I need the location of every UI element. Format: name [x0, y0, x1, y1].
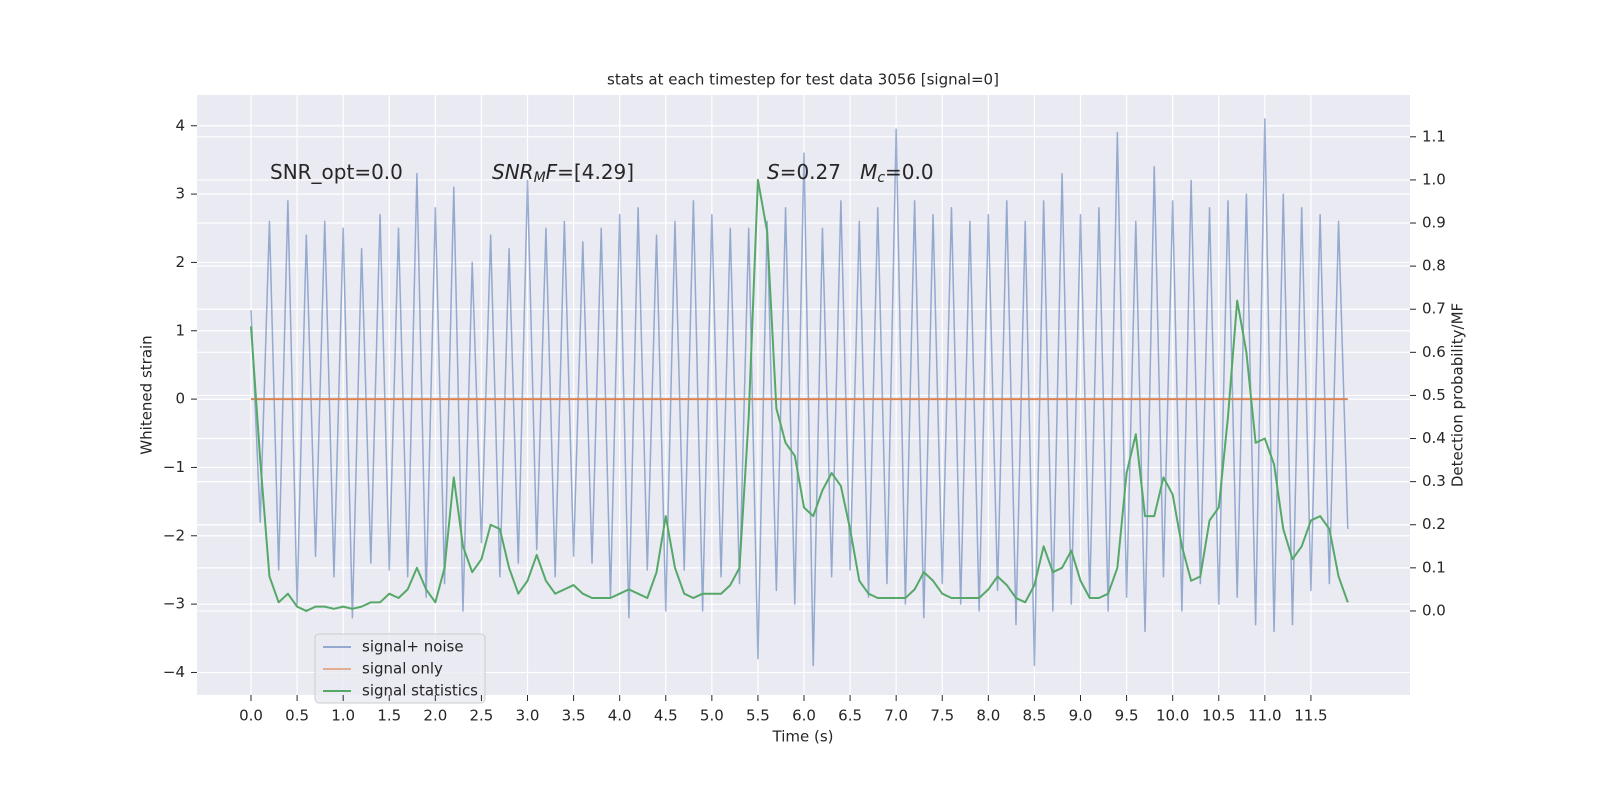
y2-tick-label: 0.6 [1422, 343, 1446, 361]
x-tick-label: 3.5 [562, 707, 586, 725]
x-tick-label: 5.5 [746, 707, 770, 725]
x-tick-label: 6.0 [792, 707, 816, 725]
x-tick-label: 3.0 [516, 707, 540, 725]
y2-tick-label: 1.1 [1422, 127, 1446, 145]
annotation-text: M [534, 170, 546, 186]
x-tick-label: 4.5 [654, 707, 678, 725]
x-tick-label: 9.5 [1115, 707, 1139, 725]
y2-axis-label: Detection probability/MF [1449, 303, 1467, 487]
x-tick-label: 6.5 [838, 707, 862, 725]
annotation-text: SNR [492, 160, 534, 184]
y-tick-label: 2 [175, 253, 185, 271]
x-tick-label: 10.0 [1156, 707, 1189, 725]
x-tick-label: 11.5 [1294, 707, 1327, 725]
y2-tick-label: 0.0 [1422, 601, 1446, 619]
plot-area [250, 118, 1349, 667]
legend-box [314, 633, 486, 704]
annotation-text: S [767, 160, 780, 184]
y2-tick-label: 0.7 [1422, 300, 1446, 318]
x-tick-label: 8.0 [976, 707, 1000, 725]
x-tick-label: 1.5 [377, 707, 401, 725]
legend-label: signal+ noise [362, 638, 464, 656]
x-tick-label: 1.0 [331, 707, 355, 725]
y-axis-label: Whitened strain [138, 335, 156, 454]
y2-tick-label: 0.9 [1422, 214, 1446, 232]
x-tick-label: 2.5 [469, 707, 493, 725]
series-line [250, 178, 1349, 612]
x-tick-label: 9.0 [1069, 707, 1093, 725]
annotation-text: =0.27 [780, 160, 860, 184]
annotation-text: M [860, 160, 877, 184]
y-tick-label: −2 [163, 526, 185, 544]
y2-tick-label: 0.4 [1422, 429, 1446, 447]
annotation: SNR_opt=0.0 [270, 160, 403, 184]
y-tick-label: 0 [175, 390, 185, 408]
y-tick-label: 1 [175, 321, 185, 339]
x-tick-label: 10.5 [1202, 707, 1235, 725]
x-tick-label: 4.0 [608, 707, 632, 725]
annotation-text: =0.0 [885, 160, 934, 184]
x-axis-label: Time (s) [772, 728, 834, 746]
y-tick-label: 3 [175, 185, 185, 203]
annotation: SNRMF=[4.29] [492, 160, 634, 187]
y-tick-label: −3 [163, 595, 185, 613]
x-tick-label: 0.0 [239, 707, 263, 725]
y-tick-label: −1 [163, 458, 185, 476]
x-tick-label: 8.5 [1022, 707, 1046, 725]
y-tick-label: −4 [163, 663, 185, 681]
legend-label: signal statistics [362, 682, 478, 700]
x-tick-label: 5.0 [700, 707, 724, 725]
legend: signal+ noise signal only signal statistic… [314, 633, 486, 704]
series-line [250, 118, 1349, 667]
chart-title: stats at each timestep for test data 305… [607, 71, 999, 89]
x-tick-label: 2.0 [423, 707, 447, 725]
legend-label: signal only [362, 660, 443, 678]
y2-tick-label: 0.2 [1422, 515, 1446, 533]
annotation-text: c [877, 170, 885, 186]
x-tick-label: 7.0 [884, 707, 908, 725]
y2-tick-label: 1.0 [1422, 170, 1446, 188]
x-tick-label: 0.5 [285, 707, 309, 725]
annotation-text: F [546, 160, 558, 184]
y2-tick-label: 0.5 [1422, 386, 1446, 404]
y2-tick-label: 0.1 [1422, 558, 1446, 576]
annotation: S=0.27 Mc=0.0 [767, 160, 934, 187]
x-tick-label: 7.5 [930, 707, 954, 725]
annotation-text: SNR_opt=0.0 [270, 160, 403, 184]
y-tick-label: 4 [175, 116, 185, 134]
x-tick-label: 11.0 [1248, 707, 1281, 725]
y2-tick-label: 0.3 [1422, 472, 1446, 490]
annotation-text: =[4.29] [557, 160, 634, 184]
y2-tick-label: 0.8 [1422, 257, 1446, 275]
